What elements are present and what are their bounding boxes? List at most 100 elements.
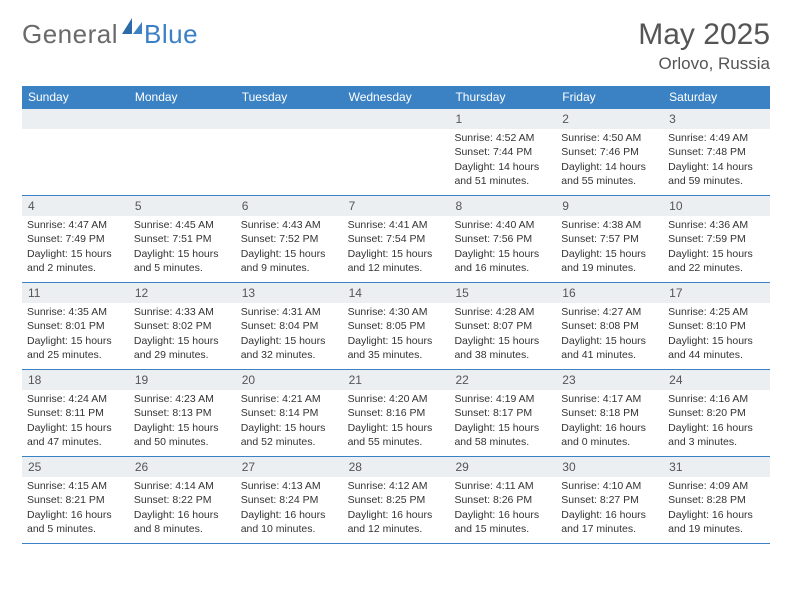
sunrise-text: Sunrise: 4:20 AM — [348, 392, 445, 406]
sunset-text: Sunset: 8:07 PM — [454, 319, 551, 333]
day-cell: 12Sunrise: 4:33 AMSunset: 8:02 PMDayligh… — [129, 283, 236, 369]
sunset-text: Sunset: 8:14 PM — [241, 406, 338, 420]
day-cell: 14Sunrise: 4:30 AMSunset: 8:05 PMDayligh… — [343, 283, 450, 369]
day-body: Sunrise: 4:11 AMSunset: 8:26 PMDaylight:… — [449, 477, 556, 540]
sunset-text: Sunset: 8:17 PM — [454, 406, 551, 420]
day-number: 16 — [556, 283, 663, 303]
day-body — [129, 129, 236, 135]
daylight-text: Daylight: 16 hours and 17 minutes. — [561, 508, 658, 536]
sunrise-text: Sunrise: 4:50 AM — [561, 131, 658, 145]
daylight-text: Daylight: 15 hours and 16 minutes. — [454, 247, 551, 275]
day-body: Sunrise: 4:14 AMSunset: 8:22 PMDaylight:… — [129, 477, 236, 540]
daylight-text: Daylight: 15 hours and 25 minutes. — [27, 334, 124, 362]
sunrise-text: Sunrise: 4:28 AM — [454, 305, 551, 319]
weekday-wednesday: Wednesday — [343, 86, 450, 108]
sunset-text: Sunset: 7:46 PM — [561, 145, 658, 159]
day-cell: 4Sunrise: 4:47 AMSunset: 7:49 PMDaylight… — [22, 196, 129, 282]
day-cell: 15Sunrise: 4:28 AMSunset: 8:07 PMDayligh… — [449, 283, 556, 369]
day-number: 31 — [663, 457, 770, 477]
day-cell: 7Sunrise: 4:41 AMSunset: 7:54 PMDaylight… — [343, 196, 450, 282]
daylight-text: Daylight: 15 hours and 2 minutes. — [27, 247, 124, 275]
day-number: 9 — [556, 196, 663, 216]
weekday-header-row: Sunday Monday Tuesday Wednesday Thursday… — [22, 86, 770, 108]
day-body: Sunrise: 4:19 AMSunset: 8:17 PMDaylight:… — [449, 390, 556, 453]
day-cell: 9Sunrise: 4:38 AMSunset: 7:57 PMDaylight… — [556, 196, 663, 282]
day-body: Sunrise: 4:27 AMSunset: 8:08 PMDaylight:… — [556, 303, 663, 366]
sunrise-text: Sunrise: 4:36 AM — [668, 218, 765, 232]
daylight-text: Daylight: 15 hours and 55 minutes. — [348, 421, 445, 449]
day-cell: 24Sunrise: 4:16 AMSunset: 8:20 PMDayligh… — [663, 370, 770, 456]
week-row: 25Sunrise: 4:15 AMSunset: 8:21 PMDayligh… — [22, 456, 770, 544]
weekday-friday: Friday — [556, 86, 663, 108]
day-body — [22, 129, 129, 135]
day-cell: 5Sunrise: 4:45 AMSunset: 7:51 PMDaylight… — [129, 196, 236, 282]
day-cell: 21Sunrise: 4:20 AMSunset: 8:16 PMDayligh… — [343, 370, 450, 456]
sunset-text: Sunset: 7:48 PM — [668, 145, 765, 159]
day-cell — [129, 109, 236, 195]
daylight-text: Daylight: 15 hours and 44 minutes. — [668, 334, 765, 362]
day-number: 7 — [343, 196, 450, 216]
header: General Blue May 2025 Orlovo, Russia — [22, 18, 770, 74]
day-number: 1 — [449, 109, 556, 129]
weekday-monday: Monday — [129, 86, 236, 108]
week-row: 11Sunrise: 4:35 AMSunset: 8:01 PMDayligh… — [22, 282, 770, 369]
day-body: Sunrise: 4:20 AMSunset: 8:16 PMDaylight:… — [343, 390, 450, 453]
daylight-text: Daylight: 14 hours and 51 minutes. — [454, 160, 551, 188]
day-number: 27 — [236, 457, 343, 477]
day-number — [236, 109, 343, 129]
day-body: Sunrise: 4:30 AMSunset: 8:05 PMDaylight:… — [343, 303, 450, 366]
day-cell: 27Sunrise: 4:13 AMSunset: 8:24 PMDayligh… — [236, 457, 343, 543]
sunset-text: Sunset: 8:04 PM — [241, 319, 338, 333]
day-body: Sunrise: 4:28 AMSunset: 8:07 PMDaylight:… — [449, 303, 556, 366]
day-body: Sunrise: 4:41 AMSunset: 7:54 PMDaylight:… — [343, 216, 450, 279]
daylight-text: Daylight: 15 hours and 58 minutes. — [454, 421, 551, 449]
sunset-text: Sunset: 8:24 PM — [241, 493, 338, 507]
day-number: 10 — [663, 196, 770, 216]
day-cell: 13Sunrise: 4:31 AMSunset: 8:04 PMDayligh… — [236, 283, 343, 369]
sunset-text: Sunset: 8:10 PM — [668, 319, 765, 333]
day-number: 21 — [343, 370, 450, 390]
month-title: May 2025 — [638, 18, 770, 52]
day-number: 23 — [556, 370, 663, 390]
day-cell: 29Sunrise: 4:11 AMSunset: 8:26 PMDayligh… — [449, 457, 556, 543]
day-cell: 28Sunrise: 4:12 AMSunset: 8:25 PMDayligh… — [343, 457, 450, 543]
daylight-text: Daylight: 16 hours and 12 minutes. — [348, 508, 445, 536]
day-cell: 16Sunrise: 4:27 AMSunset: 8:08 PMDayligh… — [556, 283, 663, 369]
day-body: Sunrise: 4:52 AMSunset: 7:44 PMDaylight:… — [449, 129, 556, 192]
sunrise-text: Sunrise: 4:24 AM — [27, 392, 124, 406]
daylight-text: Daylight: 15 hours and 5 minutes. — [134, 247, 231, 275]
sunset-text: Sunset: 8:25 PM — [348, 493, 445, 507]
daylight-text: Daylight: 15 hours and 50 minutes. — [134, 421, 231, 449]
logo-text-blue: Blue — [144, 19, 198, 50]
week-row: 18Sunrise: 4:24 AMSunset: 8:11 PMDayligh… — [22, 369, 770, 456]
day-cell: 6Sunrise: 4:43 AMSunset: 7:52 PMDaylight… — [236, 196, 343, 282]
day-body: Sunrise: 4:36 AMSunset: 7:59 PMDaylight:… — [663, 216, 770, 279]
day-cell: 31Sunrise: 4:09 AMSunset: 8:28 PMDayligh… — [663, 457, 770, 543]
logo-text-general: General — [22, 19, 118, 50]
location-label: Orlovo, Russia — [638, 54, 770, 74]
daylight-text: Daylight: 15 hours and 29 minutes. — [134, 334, 231, 362]
day-body — [236, 129, 343, 135]
day-body: Sunrise: 4:17 AMSunset: 8:18 PMDaylight:… — [556, 390, 663, 453]
sunset-text: Sunset: 7:59 PM — [668, 232, 765, 246]
daylight-text: Daylight: 16 hours and 3 minutes. — [668, 421, 765, 449]
sunrise-text: Sunrise: 4:23 AM — [134, 392, 231, 406]
day-cell — [236, 109, 343, 195]
sunset-text: Sunset: 8:21 PM — [27, 493, 124, 507]
sunset-text: Sunset: 7:44 PM — [454, 145, 551, 159]
calendar-page: General Blue May 2025 Orlovo, Russia Sun… — [0, 0, 792, 554]
daylight-text: Daylight: 16 hours and 10 minutes. — [241, 508, 338, 536]
sunset-text: Sunset: 8:01 PM — [27, 319, 124, 333]
day-cell: 1Sunrise: 4:52 AMSunset: 7:44 PMDaylight… — [449, 109, 556, 195]
day-body: Sunrise: 4:45 AMSunset: 7:51 PMDaylight:… — [129, 216, 236, 279]
daylight-text: Daylight: 16 hours and 19 minutes. — [668, 508, 765, 536]
sunset-text: Sunset: 8:18 PM — [561, 406, 658, 420]
sunrise-text: Sunrise: 4:38 AM — [561, 218, 658, 232]
day-number: 5 — [129, 196, 236, 216]
day-number: 15 — [449, 283, 556, 303]
title-block: May 2025 Orlovo, Russia — [638, 18, 770, 74]
sunrise-text: Sunrise: 4:27 AM — [561, 305, 658, 319]
day-body — [343, 129, 450, 135]
day-body: Sunrise: 4:50 AMSunset: 7:46 PMDaylight:… — [556, 129, 663, 192]
day-number: 20 — [236, 370, 343, 390]
